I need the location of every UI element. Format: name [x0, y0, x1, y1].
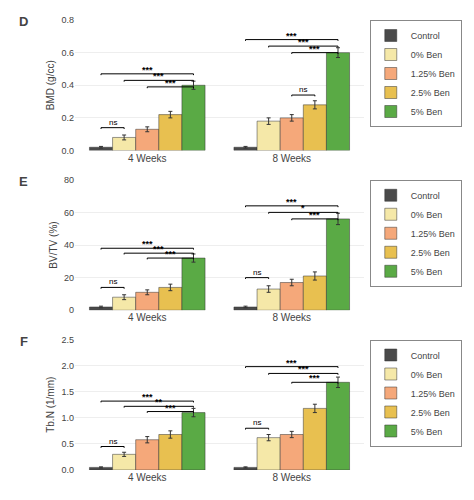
svg-text:1.25% Ben: 1.25% Ben: [411, 69, 455, 79]
svg-text:***: ***: [142, 392, 153, 402]
svg-text:0.0: 0.0: [61, 146, 74, 156]
svg-text:0.0: 0.0: [61, 465, 74, 475]
svg-text:0.6: 0.6: [61, 48, 74, 58]
svg-text:0% Ben: 0% Ben: [411, 50, 443, 60]
svg-text:8 Weeks: 8 Weeks: [272, 472, 311, 483]
svg-text:40: 40: [64, 240, 74, 250]
svg-text:2.5% Ben: 2.5% Ben: [411, 408, 450, 418]
svg-text:2.0: 2.0: [61, 361, 74, 371]
svg-text:*: *: [301, 203, 305, 213]
svg-text:8 Weeks: 8 Weeks: [272, 312, 311, 323]
svg-text:4 Weeks: 4 Weeks: [128, 153, 167, 164]
svg-text:***: ***: [153, 71, 164, 81]
svg-text:0.2: 0.2: [61, 113, 74, 123]
svg-text:***: ***: [298, 364, 309, 374]
svg-text:80: 80: [64, 175, 74, 185]
svg-text:60: 60: [64, 208, 74, 218]
svg-text:**: **: [155, 397, 163, 407]
svg-text:8 Weeks: 8 Weeks: [272, 153, 311, 164]
svg-text:***: ***: [153, 244, 164, 254]
svg-text:4 Weeks: 4 Weeks: [128, 312, 167, 323]
svg-text:ns: ns: [109, 118, 117, 127]
svg-text:BV/TV (%): BV/TV (%): [48, 221, 59, 268]
svg-text:Tb.N (1/mm): Tb.N (1/mm): [45, 377, 56, 433]
svg-text:***: ***: [142, 65, 153, 75]
svg-text:***: ***: [286, 358, 297, 368]
svg-text:***: ***: [142, 239, 153, 249]
svg-text:ns: ns: [109, 437, 117, 446]
svg-text:***: ***: [298, 37, 309, 47]
svg-text:1.25% Ben: 1.25% Ben: [411, 229, 455, 239]
svg-text:0% Ben: 0% Ben: [411, 210, 443, 220]
svg-text:***: ***: [165, 403, 176, 413]
svg-text:***: ***: [286, 31, 297, 41]
svg-text:Control: Control: [411, 191, 440, 201]
svg-text:***: ***: [309, 210, 320, 220]
svg-text:0.5: 0.5: [61, 439, 74, 449]
svg-text:1.0: 1.0: [61, 413, 74, 423]
svg-text:Control: Control: [411, 351, 440, 361]
svg-text:20: 20: [64, 273, 74, 283]
svg-text:2.5: 2.5: [61, 335, 74, 345]
svg-text:***: ***: [286, 197, 297, 207]
svg-text:0: 0: [69, 305, 74, 315]
svg-text:1.25% Ben: 1.25% Ben: [411, 389, 455, 399]
svg-text:ns: ns: [253, 268, 261, 277]
svg-text:4 Weeks: 4 Weeks: [128, 472, 167, 483]
svg-text:E: E: [19, 174, 28, 189]
svg-text:ns: ns: [253, 418, 261, 427]
svg-text:ns: ns: [109, 277, 117, 286]
svg-text:0% Ben: 0% Ben: [411, 370, 443, 380]
svg-text:***: ***: [165, 249, 176, 259]
svg-text:D: D: [19, 14, 28, 29]
svg-text:ns: ns: [299, 85, 307, 94]
svg-text:***: ***: [309, 44, 320, 54]
svg-text:0.4: 0.4: [61, 80, 74, 90]
svg-text:Control: Control: [411, 31, 440, 41]
svg-text:***: ***: [165, 78, 176, 88]
svg-text:5% Ben: 5% Ben: [411, 267, 443, 277]
svg-text:***: ***: [309, 373, 320, 383]
svg-text:5% Ben: 5% Ben: [411, 427, 443, 437]
svg-text:F: F: [20, 334, 28, 349]
svg-text:1.5: 1.5: [61, 387, 74, 397]
svg-text:5% Ben: 5% Ben: [411, 107, 443, 117]
svg-text:0.8: 0.8: [61, 15, 74, 25]
svg-text:2.5% Ben: 2.5% Ben: [411, 248, 450, 258]
svg-text:BMD (g/cc): BMD (g/cc): [45, 60, 56, 110]
svg-text:2.5% Ben: 2.5% Ben: [411, 88, 450, 98]
